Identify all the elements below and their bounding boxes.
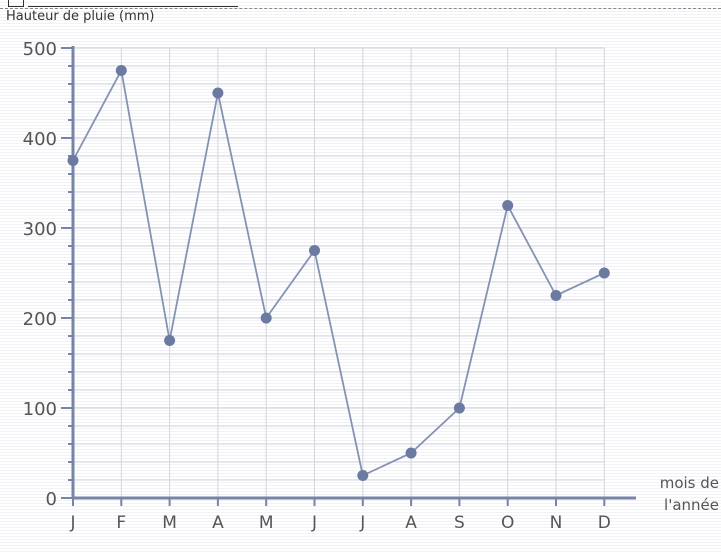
y-tick-label: 200: [23, 309, 57, 330]
x-tick-label: F: [116, 513, 126, 533]
data-point: [115, 65, 127, 76]
data-point: [309, 245, 320, 256]
data-point: [357, 470, 369, 481]
x-tick-label: N: [550, 513, 563, 533]
top-checkbox-fragment: [8, 0, 24, 7]
x-axis-title-line-2: l'année: [664, 496, 719, 514]
data-point: [164, 335, 176, 346]
page-top-border: [0, 0, 721, 9]
data-point: [598, 267, 610, 279]
y-tick-label: 100: [23, 399, 57, 420]
x-tick-label: A: [405, 513, 417, 533]
x-tick-label: D: [598, 513, 611, 533]
x-tick-label: O: [501, 513, 514, 533]
data-series-line: [72, 67, 605, 477]
x-tick-label: J: [311, 513, 317, 533]
x-tick-label: M: [162, 513, 177, 533]
y-tick-label: 500: [23, 39, 57, 60]
data-point: [405, 447, 417, 459]
x-tick-label: A: [212, 513, 224, 533]
y-tick-label: 0: [46, 489, 57, 510]
x-tick-label: J: [69, 513, 75, 533]
x-tick-label: S: [454, 513, 465, 533]
top-underline-fragment: [28, 6, 238, 7]
x-axis-title: mois de l'année: [660, 472, 719, 516]
x-axis-title-line-1: mois de: [659, 474, 719, 492]
x-tick-label: M: [259, 513, 274, 533]
x-tick-label: J: [359, 513, 365, 533]
data-point: [453, 402, 465, 414]
data-point: [550, 290, 562, 301]
y-tick-label: 400: [23, 129, 57, 150]
y-axis-title: Hauteur de pluie (mm): [6, 9, 155, 24]
data-point: [260, 312, 272, 324]
data-point: [67, 155, 79, 166]
y-tick-label: 300: [23, 219, 57, 240]
data-point: [502, 200, 514, 211]
data-point: [212, 87, 224, 99]
